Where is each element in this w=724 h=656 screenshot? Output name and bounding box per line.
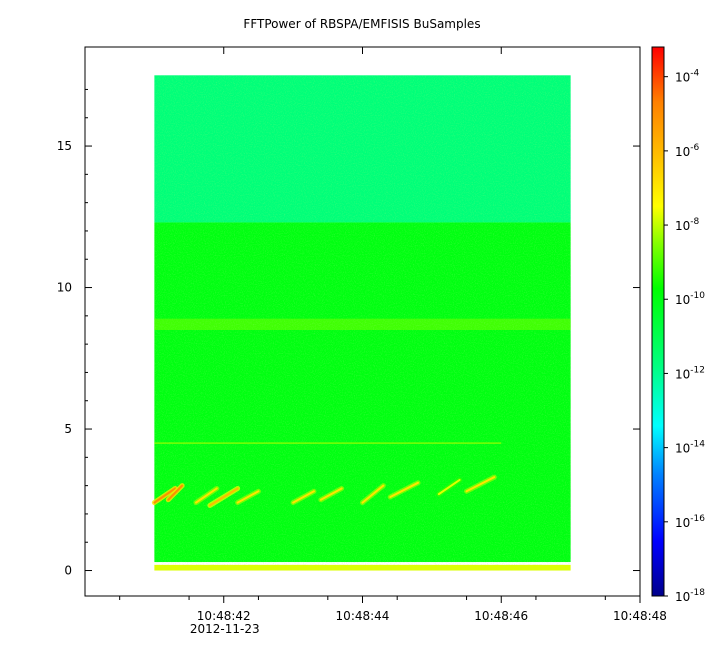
chorus-element bbox=[208, 487, 239, 507]
colorbar-tick-label: 10-10 bbox=[675, 291, 705, 307]
colorbar bbox=[651, 46, 665, 597]
chorus-element bbox=[236, 490, 260, 504]
chorus-element bbox=[465, 476, 496, 493]
y-tick-label: 5 bbox=[64, 422, 72, 436]
x-tick-label: 10:48:44 bbox=[336, 609, 390, 623]
chorus-elements bbox=[151, 474, 497, 508]
colorbar-tick-label: 10-4 bbox=[675, 69, 700, 85]
x-tick-label: 10:48:42 bbox=[197, 609, 251, 623]
y-tick-label: 10 bbox=[57, 281, 72, 295]
colorbar-axis: 10-4 10-6 10-8 10-10 10-12 10-14 10-16 10-18 bbox=[664, 69, 705, 604]
colorbar-tick-label: 10-12 bbox=[675, 365, 705, 381]
spectrogram-texture bbox=[154, 75, 571, 571]
y-tick-label: 0 bbox=[64, 564, 72, 578]
colorbar-tick-label: 10-8 bbox=[675, 217, 700, 233]
chorus-element bbox=[195, 487, 218, 504]
chorus-element bbox=[153, 487, 177, 504]
colorbar-tick-label: 10-16 bbox=[675, 514, 705, 530]
y-axis: 0 5 10 15 bbox=[57, 88, 640, 578]
x-date-label: 2012-11-23 bbox=[190, 622, 260, 636]
chorus-element bbox=[437, 478, 461, 496]
colorbar-tick-label: 10-18 bbox=[675, 588, 705, 604]
chorus-element bbox=[167, 484, 184, 501]
x-tick-label: 10:48:48 bbox=[613, 609, 667, 623]
chart-title: FFTPower of RBSPA/EMFISIS BuSamples bbox=[243, 17, 481, 31]
colorbar-tick-label: 10-14 bbox=[675, 440, 705, 456]
chorus-element bbox=[389, 481, 419, 498]
chorus-element bbox=[361, 484, 385, 504]
chorus-element bbox=[319, 487, 343, 501]
colorbar-tick-label: 10-6 bbox=[675, 143, 700, 159]
chorus-element bbox=[292, 490, 315, 504]
x-tick-label: 10:48:46 bbox=[474, 609, 528, 623]
y-tick-label: 15 bbox=[57, 139, 72, 153]
